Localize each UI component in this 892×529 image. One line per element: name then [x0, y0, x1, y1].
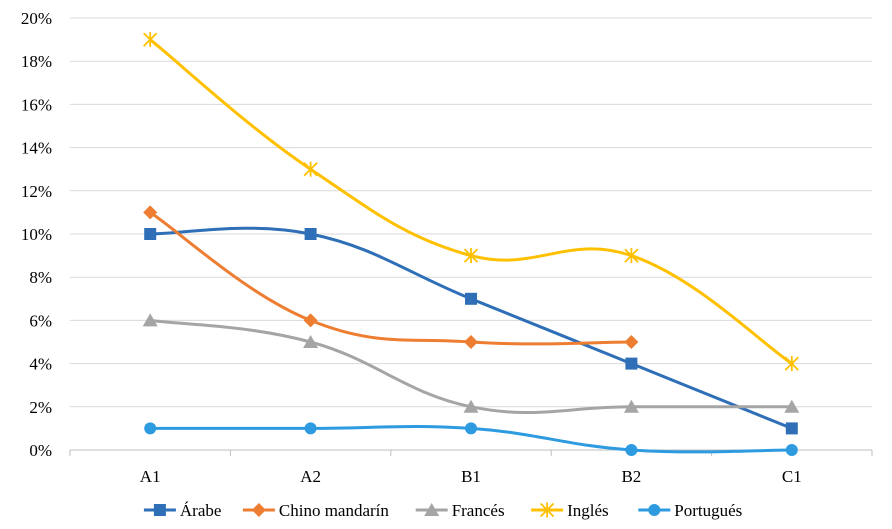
data-point	[623, 399, 639, 413]
x-tick-label: A2	[300, 467, 321, 486]
data-point	[142, 313, 158, 327]
series-0	[144, 226, 798, 435]
legend-marker	[153, 504, 166, 516]
series-1	[143, 205, 639, 349]
legend: Árabe Chino mandarín Francés Inglés Portugué…	[143, 501, 742, 520]
y-tick-label: 16%	[21, 95, 52, 114]
y-tick-label: 6%	[29, 311, 52, 330]
y-tick-label: 20%	[21, 9, 52, 28]
legend-label: Portugués	[674, 501, 742, 520]
data-point	[144, 422, 157, 435]
legend-label: Inglés	[567, 501, 609, 520]
y-tick-label: 0%	[29, 441, 52, 460]
data-point	[303, 335, 319, 348]
data-point	[784, 356, 799, 372]
data-point	[464, 335, 478, 349]
legend-label: Chino mandarín	[279, 501, 390, 520]
series-3	[143, 32, 799, 372]
x-tick-label: B1	[461, 467, 481, 486]
data-point	[624, 335, 639, 349]
data-point	[465, 422, 477, 435]
data-point	[784, 399, 800, 413]
x-tick-label: A1	[140, 467, 161, 486]
data-point	[304, 422, 317, 435]
legend-label: Árabe	[180, 501, 222, 520]
data-point	[304, 228, 317, 240]
series-group	[142, 32, 800, 456]
data-point	[625, 357, 638, 370]
y-axis: 0% 2% 4% 6% 8% 10% 12% 14% 16% 18% 20%	[21, 9, 52, 460]
data-point	[143, 32, 158, 48]
y-tick-label: 10%	[21, 225, 52, 244]
data-point	[785, 444, 798, 456]
y-tick-label: 8%	[29, 268, 52, 287]
data-point	[465, 292, 477, 305]
y-tick-label: 2%	[29, 398, 52, 417]
x-axis: A1 A2 B1 B2 C1	[69, 450, 873, 486]
legend-marker	[424, 503, 440, 516]
data-point	[463, 399, 479, 413]
legend-item-1: Chino mandarín	[242, 501, 390, 520]
y-tick-label: 12%	[21, 182, 52, 201]
legend-item-0: Árabe	[143, 501, 222, 520]
data-point	[303, 313, 318, 328]
data-point	[624, 248, 639, 264]
legend-item-3: Inglés	[531, 501, 609, 520]
data-point	[463, 248, 479, 264]
y-tick-label: 18%	[21, 52, 52, 71]
series-line	[148, 38, 794, 366]
data-point	[625, 444, 638, 456]
data-point	[143, 205, 158, 220]
y-tick-label: 14%	[21, 139, 52, 158]
data-point	[144, 228, 157, 240]
grid-lines	[70, 17, 872, 451]
series-line	[148, 318, 794, 415]
legend-marker	[648, 504, 661, 516]
series-line	[148, 210, 633, 346]
legend-label: Francés	[452, 501, 505, 520]
series-2	[142, 313, 800, 415]
legend-item-4: Portugués	[638, 501, 742, 520]
legend-marker	[251, 503, 266, 517]
x-tick-label: C1	[782, 467, 802, 486]
data-point	[303, 161, 318, 177]
data-point	[785, 422, 798, 435]
x-tick-label: B2	[621, 467, 641, 486]
series-4	[144, 422, 798, 456]
y-tick-label: 4%	[29, 355, 52, 374]
legend-marker	[539, 502, 555, 518]
legend-item-2: Francés	[415, 501, 505, 520]
